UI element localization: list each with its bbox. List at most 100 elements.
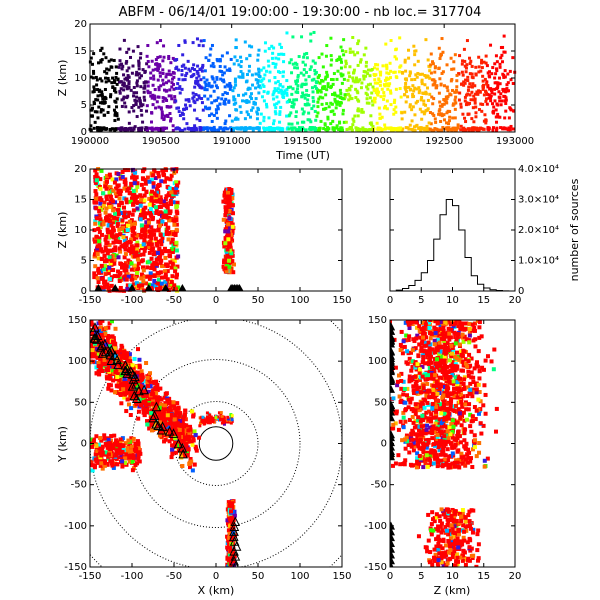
source-point [101, 222, 106, 227]
source-point [173, 269, 178, 274]
source-point [316, 90, 320, 94]
source-point [344, 120, 348, 124]
source-point [258, 74, 262, 78]
source-point [238, 105, 242, 109]
source-point [300, 107, 304, 111]
source-point [150, 111, 154, 115]
source-point [118, 442, 123, 447]
source-point [122, 205, 127, 210]
source-point [163, 275, 168, 280]
source-point [365, 85, 369, 89]
source-point [114, 100, 118, 104]
source-point [395, 76, 399, 80]
source-point [504, 96, 508, 100]
source-point [101, 108, 105, 112]
source-point [374, 91, 378, 95]
source-point [484, 54, 488, 58]
source-point [150, 128, 154, 132]
source-point [150, 392, 155, 397]
source-point [446, 95, 450, 99]
source-point [257, 128, 261, 132]
source-point [295, 66, 299, 70]
source-point [256, 58, 260, 62]
source-point [499, 126, 503, 130]
source-point [438, 108, 442, 112]
source-point [98, 201, 103, 206]
source-point [120, 169, 125, 174]
source-point [295, 62, 299, 66]
source-point [116, 183, 121, 188]
source-point [385, 67, 389, 71]
source-point [136, 347, 141, 352]
source-point [248, 44, 252, 48]
source-point [97, 347, 102, 352]
source-point [285, 79, 289, 83]
source-point [150, 396, 155, 401]
source-point [381, 64, 385, 68]
source-point [122, 38, 126, 42]
source-point [173, 58, 177, 62]
source-point [477, 55, 481, 59]
source-point [177, 413, 182, 418]
source-point [186, 428, 191, 433]
source-point [411, 95, 415, 99]
source-point [302, 93, 306, 97]
source-point [123, 261, 128, 266]
source-point [125, 223, 130, 228]
source-point [146, 402, 151, 407]
source-point [107, 444, 112, 449]
source-point [505, 83, 509, 87]
source-point [153, 281, 158, 286]
source-point [289, 111, 293, 115]
source-point [113, 349, 118, 354]
source-point [256, 53, 260, 57]
source-point [125, 378, 130, 383]
source-point [161, 71, 165, 75]
source-point [95, 252, 100, 257]
source-point [325, 44, 329, 48]
source-point [227, 195, 232, 200]
source-point [169, 430, 174, 435]
source-point [127, 459, 132, 464]
source-point [120, 459, 125, 464]
source-point [512, 109, 516, 113]
source-point [218, 102, 222, 106]
source-point [91, 354, 96, 359]
source-point [414, 73, 418, 77]
source-point [353, 114, 357, 118]
source-point [120, 464, 125, 469]
source-point [147, 276, 152, 281]
source-point [167, 421, 172, 426]
source-point [173, 190, 178, 195]
source-point [97, 229, 102, 234]
source-point [141, 268, 146, 273]
source-point [451, 116, 455, 120]
source-point [137, 391, 142, 396]
source-point [185, 106, 189, 110]
source-point [212, 89, 216, 93]
source-point [107, 190, 112, 195]
source-point [500, 60, 504, 64]
source-point [110, 177, 115, 182]
source-point [397, 126, 401, 130]
source-point [193, 101, 197, 105]
source-point [263, 73, 267, 77]
source-point [156, 397, 161, 402]
source-point [149, 265, 154, 270]
source-point [99, 352, 104, 357]
source-point [283, 89, 287, 93]
source-point [94, 443, 99, 448]
source-point [145, 274, 150, 279]
source-point [126, 274, 131, 279]
source-point [108, 383, 113, 388]
source-point [226, 237, 231, 242]
source-point [147, 373, 152, 378]
source-point [141, 120, 145, 124]
source-point [428, 69, 432, 73]
source-point [227, 84, 231, 88]
source-point [173, 95, 177, 99]
source-point [198, 85, 202, 89]
source-point [172, 87, 176, 91]
source-point [223, 91, 227, 95]
